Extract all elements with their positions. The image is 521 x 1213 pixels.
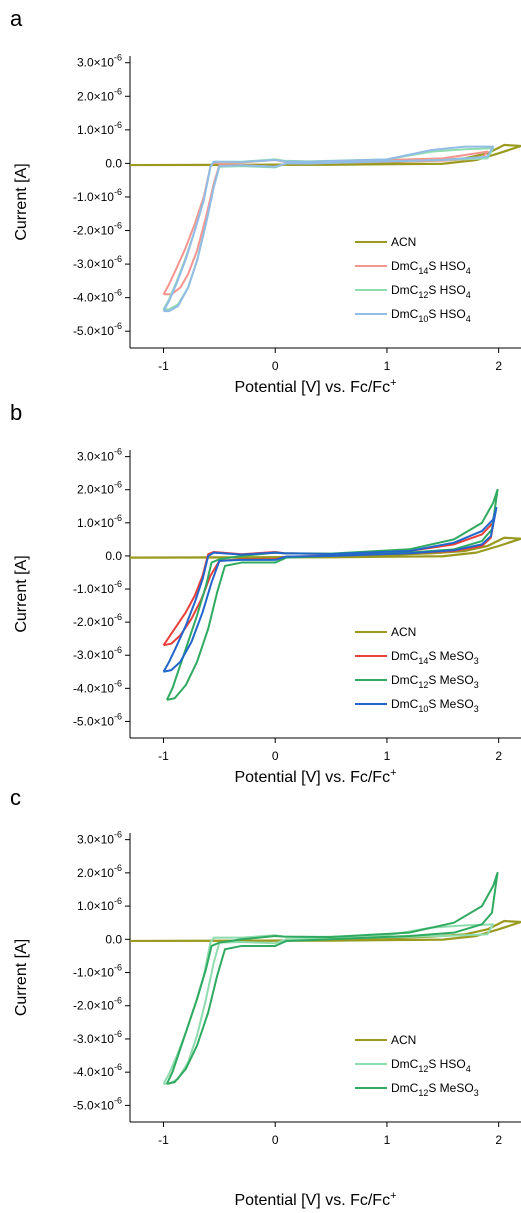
y-tick-label: -2.0×10-6 [73,221,122,238]
y-tick-label: -1.0×10-6 [73,187,122,204]
y-tick-label: 2.0×10-6 [77,480,122,497]
x-axis-title: Potential [V] vs. Fc/Fc+ [234,1190,396,1209]
y-tick-label: -5.0×10-6 [73,321,122,338]
y-tick-label: 1.0×10-6 [77,513,122,530]
y-tick-label: -4.0×10-6 [73,1062,122,1079]
x-axis-title: Potential [V] vs. Fc/Fc+ [234,767,396,786]
y-tick-label: -2.0×10-6 [73,612,122,629]
panel-c: c 3.0×10-6 2.0×10-6 1.0×10-6 0.0 -1.0×10-6 -2.… [10,785,521,1209]
y-tick-label: 0.0 [105,549,122,563]
legend-label: DmC14S HSO4 [391,259,471,276]
y-tick-label: -1.0×10-6 [73,963,122,980]
panel-letter: c [10,785,21,810]
legend-label: ACN [391,625,416,639]
legend-label: DmC12S MeSO3 [391,1081,479,1098]
y-tick-label: -3.0×10-6 [73,645,122,662]
y-tick-label: -4.0×10-6 [73,678,122,695]
y-tick-label: -5.0×10-6 [73,711,122,728]
y-axis-title: Current [A] [13,555,30,632]
panel-a: a 3.0×10-6 2.0×10-6 1.0×10-6 0.0 -1.0×10-6 -2.… [10,6,521,396]
y-tick-label: 3.0×10-6 [77,830,122,847]
y-tick-label: -5.0×10-6 [73,1095,122,1112]
x-tick-label: 2 [495,749,502,763]
x-tick-label: 2 [495,359,502,373]
x-tick-label: 0 [272,749,279,763]
x-tick-label: -1 [158,359,169,373]
x-tick-label: 1 [384,749,391,763]
legend-label: DmC12S HSO4 [391,283,471,300]
panel-letter: a [10,6,23,31]
legend-label: DmC10S MeSO3 [391,697,479,714]
y-tick-label: 0.0 [105,932,122,946]
x-axis-title: Potential [V] vs. Fc/Fc+ [234,377,396,396]
series-line-3 [162,145,495,313]
x-tick-label: -1 [158,749,169,763]
y-tick-label: -4.0×10-6 [73,288,122,305]
legend-label: ACN [391,1033,416,1047]
y-tick-label: 2.0×10-6 [77,863,122,880]
legend-label: DmC12S MeSO3 [391,673,479,690]
y-tick-label: 2.0×10-6 [77,86,122,103]
legend-label: DmC14S MeSO3 [391,649,479,666]
y-axis-title: Current [A] [13,939,30,1016]
y-tick-label: -3.0×10-6 [73,254,122,271]
series-line-1 [162,150,489,296]
y-tick-label: -1.0×10-6 [73,579,122,596]
series-line-2 [165,488,499,701]
y-tick-label: 0.0 [105,156,122,170]
series-line-3 [162,506,498,673]
y-axis-title: Current [A] [13,163,30,240]
legend-label: ACN [391,235,416,249]
legend-label: DmC12S HSO4 [391,1057,471,1074]
y-tick-label: 1.0×10-6 [77,120,122,137]
series-line-2 [165,871,499,1085]
x-tick-label: 1 [384,359,391,373]
x-tick-label: 1 [384,1133,391,1147]
x-tick-label: 0 [272,359,279,373]
y-tick-label: 1.0×10-6 [77,896,122,913]
x-tick-label: -1 [158,1133,169,1147]
y-tick-label: 3.0×10-6 [77,447,122,464]
panel-letter: b [10,400,22,425]
y-tick-label: -3.0×10-6 [73,1029,122,1046]
panel-b: b 3.0×10-6 2.0×10-6 1.0×10-6 0.0 -1.0×10-6 -2.… [10,400,521,786]
x-tick-label: 2 [495,1133,502,1147]
legend-label: DmC10S HSO4 [391,307,471,324]
x-tick-label: 0 [272,1133,279,1147]
y-tick-label: 3.0×10-6 [77,53,122,70]
y-tick-label: -2.0×10-6 [73,996,122,1013]
